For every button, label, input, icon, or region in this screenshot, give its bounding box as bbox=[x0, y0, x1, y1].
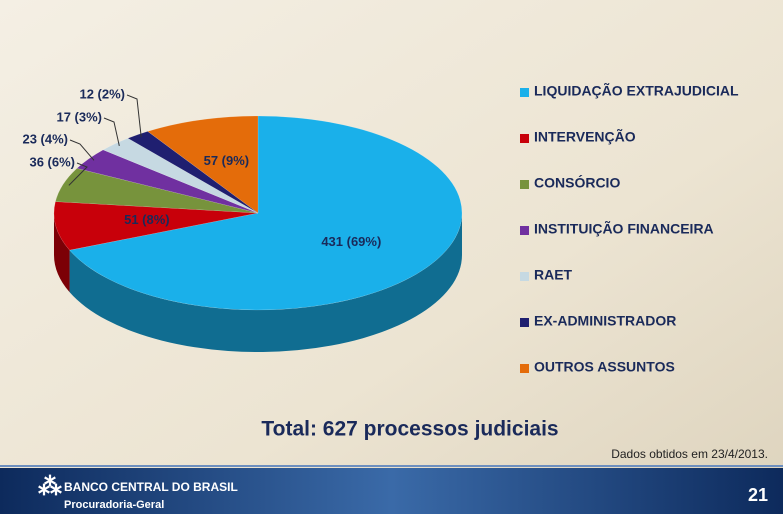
logo-mark: ⁂ bbox=[38, 473, 62, 500]
value-label: 12 (2%) bbox=[79, 86, 125, 101]
legend-swatch bbox=[520, 180, 529, 189]
value-label: 57 (9%) bbox=[204, 153, 250, 168]
leader-line bbox=[103, 117, 120, 146]
department: Procuradoria-Geral bbox=[64, 499, 164, 511]
slice bbox=[76, 149, 259, 214]
legend-label: LIQUIDAÇÃO EXTRAJUDICIAL bbox=[534, 82, 739, 99]
leader-line bbox=[126, 94, 142, 138]
legend-swatch bbox=[520, 88, 529, 97]
value-label: 36 (6%) bbox=[29, 154, 75, 169]
legend-label: INSTITUIÇÃO FINANCEIRA bbox=[534, 220, 714, 237]
leader-line bbox=[69, 139, 95, 161]
legend-swatch bbox=[520, 226, 529, 235]
legend-swatch bbox=[520, 318, 529, 327]
slice bbox=[147, 115, 259, 214]
value-label: 431 (69%) bbox=[321, 234, 381, 249]
legend-swatch bbox=[520, 134, 529, 143]
source-note: Dados obtidos em 23/4/2013. bbox=[611, 447, 768, 461]
value-label: 17 (3%) bbox=[56, 109, 102, 124]
footer-band bbox=[0, 468, 783, 514]
legend-label: EX-ADMINISTRADOR bbox=[534, 313, 676, 329]
slice bbox=[55, 168, 259, 214]
organization: BANCO CENTRAL DO BRASIL bbox=[64, 480, 238, 494]
legend-swatch bbox=[520, 272, 529, 281]
total-annotation: Total: 627 processos judiciais bbox=[261, 418, 558, 441]
slice bbox=[102, 138, 259, 214]
slice-side bbox=[69, 213, 462, 353]
legend-label: CONSÓRCIO bbox=[534, 174, 620, 191]
slice bbox=[127, 131, 259, 214]
page-number: 21 bbox=[748, 485, 768, 505]
legend-label: OUTROS ASSUNTOS bbox=[534, 359, 675, 375]
legend-swatch bbox=[520, 364, 529, 373]
leader-line bbox=[68, 162, 88, 186]
slice bbox=[69, 115, 463, 311]
value-label: 51 (8%) bbox=[124, 212, 170, 227]
slice bbox=[53, 201, 259, 251]
legend-label: RAET bbox=[534, 267, 573, 283]
slice-side bbox=[54, 213, 70, 293]
legend-label: INTERVENÇÃO bbox=[534, 128, 636, 145]
value-label: 23 (4%) bbox=[22, 131, 68, 146]
